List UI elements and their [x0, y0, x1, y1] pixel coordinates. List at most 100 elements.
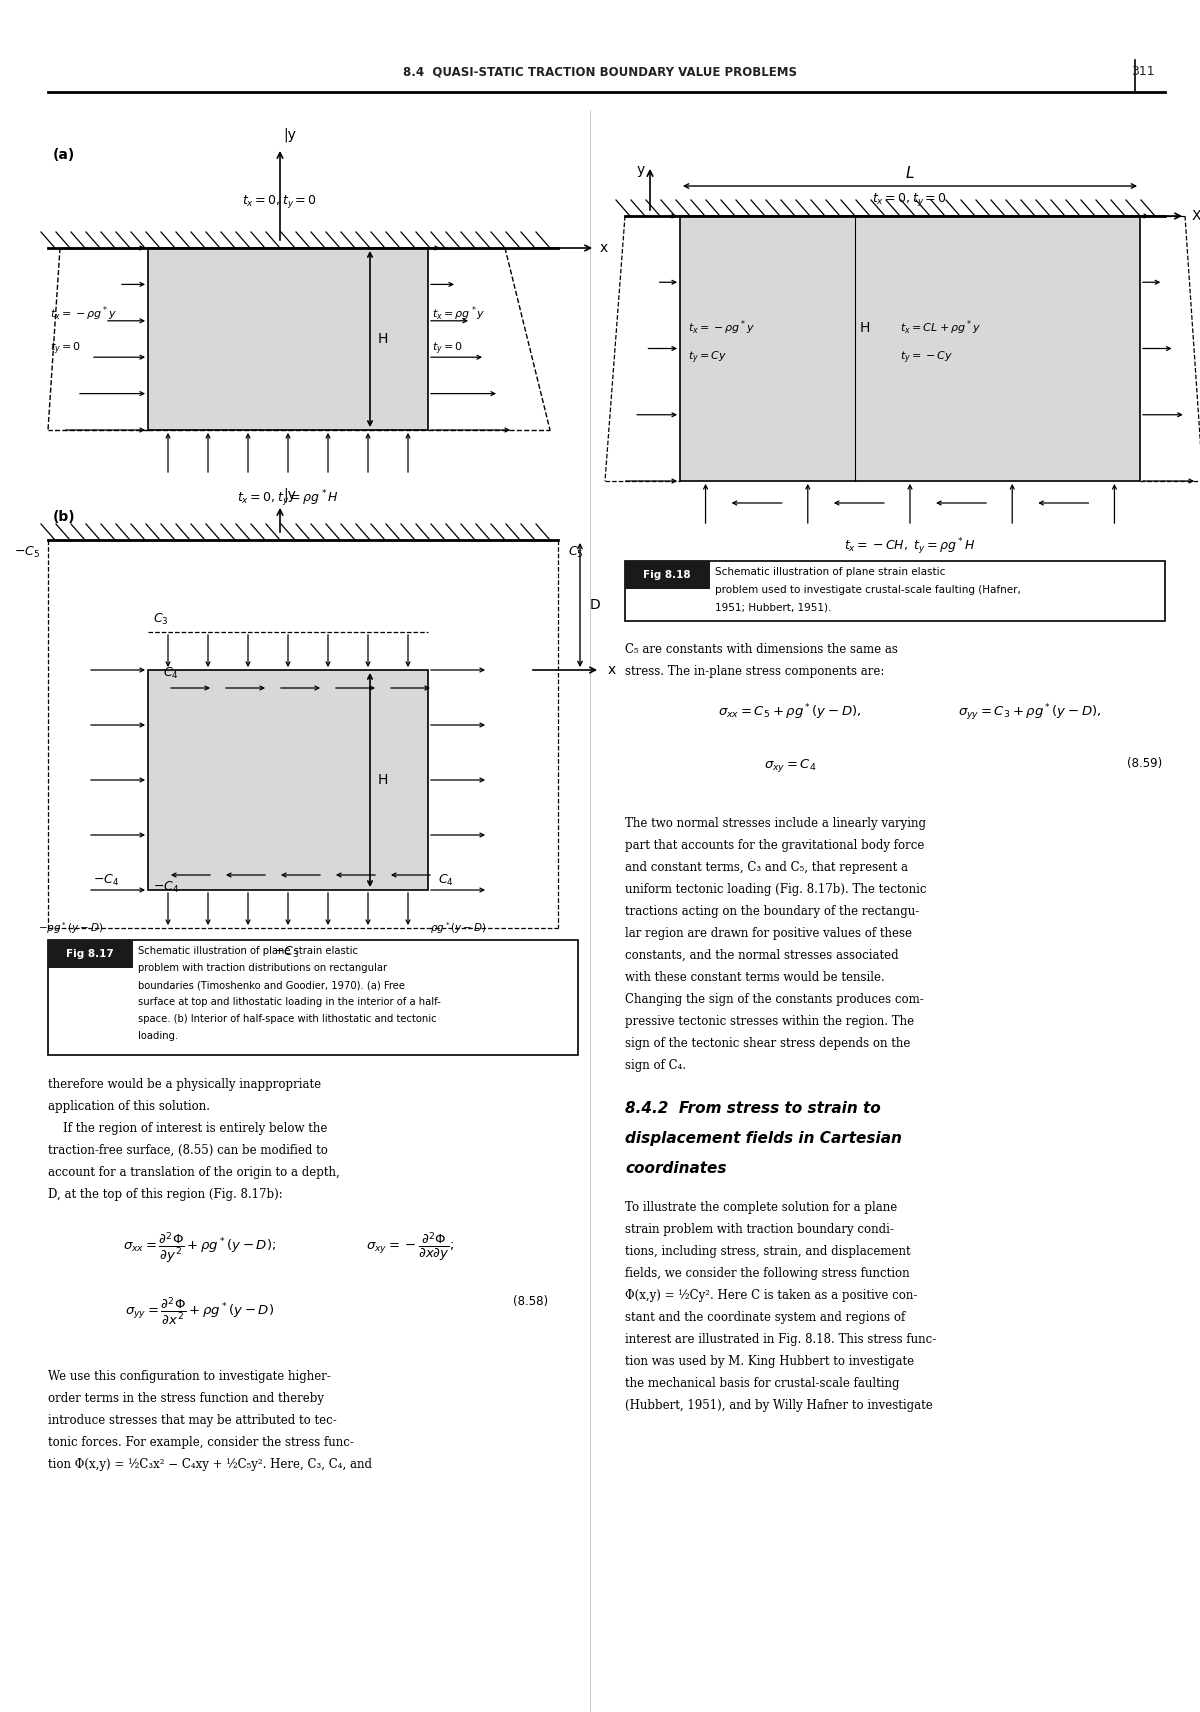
- Text: $C_4$: $C_4$: [163, 666, 179, 681]
- Text: pressive tectonic stresses within the region. The: pressive tectonic stresses within the re…: [625, 1015, 914, 1027]
- Text: tion Φ(x,y) = ½C₃x² − C₄xy + ½C₅y². Here, C₃, C₄, and: tion Φ(x,y) = ½C₃x² − C₄xy + ½C₅y². Here…: [48, 1459, 372, 1471]
- Text: $\rho g^*(y-D)$: $\rho g^*(y-D)$: [430, 919, 486, 936]
- Text: y: y: [637, 163, 646, 176]
- Text: tions, including stress, strain, and displacement: tions, including stress, strain, and dis…: [625, 1245, 911, 1258]
- Text: $t_y=-Cy$: $t_y=-Cy$: [900, 349, 953, 366]
- Text: uniform tectonic loading (Fig. 8.17b). The tectonic: uniform tectonic loading (Fig. 8.17b). T…: [625, 883, 926, 895]
- Text: 8.4  QUASI-STATIC TRACTION BOUNDARY VALUE PROBLEMS: 8.4 QUASI-STATIC TRACTION BOUNDARY VALUE…: [403, 65, 797, 79]
- Text: 1951; Hubbert, 1951).: 1951; Hubbert, 1951).: [715, 603, 832, 613]
- Text: therefore would be a physically inappropriate: therefore would be a physically inapprop…: [48, 1079, 322, 1091]
- Text: displacement fields in Cartesian: displacement fields in Cartesian: [625, 1132, 902, 1145]
- Text: If the region of interest is entirely below the: If the region of interest is entirely be…: [48, 1121, 328, 1135]
- Text: the mechanical basis for crustal-scale faulting: the mechanical basis for crustal-scale f…: [625, 1376, 900, 1390]
- Text: Φ(x,y) = ½Cy². Here C is taken as a positive con-: Φ(x,y) = ½Cy². Here C is taken as a posi…: [625, 1289, 917, 1303]
- Text: order terms in the stress function and thereby: order terms in the stress function and t…: [48, 1392, 324, 1406]
- Text: tonic forces. For example, consider the stress func-: tonic forces. For example, consider the …: [48, 1436, 354, 1448]
- Text: $-C_4$: $-C_4$: [94, 873, 119, 887]
- Text: $t_x=-CH,\ t_y=\rho g^*H$: $t_x=-CH,\ t_y=\rho g^*H$: [845, 536, 976, 556]
- Text: D, at the top of this region (Fig. 8.17b):: D, at the top of this region (Fig. 8.17b…: [48, 1188, 283, 1202]
- Text: x: x: [600, 241, 608, 255]
- Text: $t_x=0, t_y=\rho g^*H$: $t_x=0, t_y=\rho g^*H$: [238, 488, 338, 508]
- Bar: [48, 940, 133, 967]
- Text: traction-free surface, (8.55) can be modified to: traction-free surface, (8.55) can be mod…: [48, 1144, 328, 1157]
- Text: (Hubbert, 1951), and by Willy Hafner to investigate: (Hubbert, 1951), and by Willy Hafner to …: [625, 1399, 932, 1412]
- Text: Fig 8.17: Fig 8.17: [66, 948, 114, 959]
- Text: x: x: [608, 663, 617, 676]
- Text: Fig 8.18: Fig 8.18: [643, 570, 691, 580]
- Text: 311: 311: [1132, 65, 1154, 79]
- Text: Changing the sign of the constants produces com-: Changing the sign of the constants produ…: [625, 993, 924, 1007]
- Text: $C_5$: $C_5$: [568, 544, 583, 560]
- Text: D: D: [590, 597, 601, 611]
- Text: $\sigma_{xx}=C_5+\rho g^*(y-D),$: $\sigma_{xx}=C_5+\rho g^*(y-D),$: [719, 702, 862, 721]
- Text: surface at top and lithostatic loading in the interior of a half-: surface at top and lithostatic loading i…: [138, 996, 440, 1007]
- Text: To illustrate the complete solution for a plane: To illustrate the complete solution for …: [625, 1202, 898, 1214]
- Text: $t_x=CL+\rho g^*y$: $t_x=CL+\rho g^*y$: [900, 318, 982, 337]
- Text: $\sigma_{xy}=C_4$: $\sigma_{xy}=C_4$: [763, 757, 816, 774]
- Text: The two normal stresses include a linearly varying: The two normal stresses include a linear…: [625, 817, 926, 830]
- Text: H: H: [378, 774, 389, 788]
- Text: $-C_4$: $-C_4$: [154, 880, 179, 895]
- Text: $C_4$: $C_4$: [438, 873, 454, 887]
- Text: X: X: [1192, 209, 1200, 223]
- Text: $-C_3$: $-C_3$: [274, 945, 299, 960]
- Text: boundaries (Timoshenko and Goodier, 1970). (a) Free: boundaries (Timoshenko and Goodier, 1970…: [138, 979, 406, 990]
- Text: $\sigma_{yy}=\dfrac{\partial^2\Phi}{\partial x^2}+\rho g^*(y-D)$: $\sigma_{yy}=\dfrac{\partial^2\Phi}{\par…: [126, 1294, 275, 1327]
- Text: (8.58): (8.58): [512, 1294, 548, 1308]
- Text: $t_y=0$: $t_y=0$: [432, 341, 463, 358]
- Text: C₅ are constants with dimensions the same as: C₅ are constants with dimensions the sam…: [625, 644, 898, 656]
- Text: coordinates: coordinates: [625, 1161, 726, 1176]
- Text: problem with traction distributions on rectangular: problem with traction distributions on r…: [138, 964, 388, 972]
- Text: application of this solution.: application of this solution.: [48, 1101, 210, 1113]
- Text: $\sigma_{yy}=C_3+\rho g^*(y-D),$: $\sigma_{yy}=C_3+\rho g^*(y-D),$: [959, 702, 1102, 722]
- Text: $t_x=-\rho g^*y$: $t_x=-\rho g^*y$: [688, 318, 755, 337]
- Text: 8.4.2  From stress to strain to: 8.4.2 From stress to strain to: [625, 1101, 881, 1116]
- Bar: [48, 940, 578, 1055]
- Text: part that accounts for the gravitational body force: part that accounts for the gravitational…: [625, 839, 924, 853]
- Text: with these constant terms would be tensile.: with these constant terms would be tensi…: [625, 971, 884, 984]
- Text: $t_x=0, t_y=0$: $t_x=0, t_y=0$: [872, 192, 948, 207]
- Text: introduce stresses that may be attributed to tec-: introduce stresses that may be attribute…: [48, 1414, 337, 1428]
- Text: sign of the tectonic shear stress depends on the: sign of the tectonic shear stress depend…: [625, 1037, 911, 1049]
- Text: $\sigma_{xy}=-\dfrac{\partial^2\Phi}{\partial x\partial y};$: $\sigma_{xy}=-\dfrac{\partial^2\Phi}{\pa…: [366, 1229, 454, 1263]
- Text: lar region are drawn for positive values of these: lar region are drawn for positive values…: [625, 926, 912, 940]
- Text: L: L: [906, 166, 914, 181]
- Bar: [680, 216, 1140, 481]
- Text: stress. The in-plane stress components are:: stress. The in-plane stress components a…: [625, 664, 884, 678]
- Text: H: H: [860, 322, 870, 336]
- Text: and constant terms, C₃ and C₅, that represent a: and constant terms, C₃ and C₅, that repr…: [625, 861, 908, 875]
- Text: tractions acting on the boundary of the rectangu-: tractions acting on the boundary of the …: [625, 906, 919, 918]
- Text: $t_y=Cy$: $t_y=Cy$: [688, 349, 727, 366]
- Text: $t_y=0$: $t_y=0$: [50, 341, 82, 358]
- Bar: [148, 248, 428, 430]
- Text: H: H: [378, 332, 389, 346]
- Text: sign of C₄.: sign of C₄.: [625, 1060, 686, 1072]
- Text: $-\rho g^*(y-D)$: $-\rho g^*(y-D)$: [38, 919, 103, 936]
- Text: loading.: loading.: [138, 1031, 179, 1041]
- Text: problem used to investigate crustal-scale faulting (Hafner,: problem used to investigate crustal-scal…: [715, 586, 1021, 596]
- Text: stant and the coordinate system and regions of: stant and the coordinate system and regi…: [625, 1311, 905, 1323]
- Text: |y: |y: [283, 127, 296, 142]
- Text: $t_x=\rho g^*y$: $t_x=\rho g^*y$: [432, 305, 486, 324]
- Text: space. (b) Interior of half-space with lithostatic and tectonic: space. (b) Interior of half-space with l…: [138, 1014, 437, 1024]
- Bar: [625, 562, 710, 589]
- Text: $-C_5$: $-C_5$: [14, 544, 40, 560]
- Bar: [148, 669, 428, 890]
- Text: $C_3$: $C_3$: [154, 611, 169, 627]
- Text: strain problem with traction boundary condi-: strain problem with traction boundary co…: [625, 1222, 894, 1236]
- Text: constants, and the normal stresses associated: constants, and the normal stresses assoc…: [625, 948, 899, 962]
- Text: tion was used by M. King Hubbert to investigate: tion was used by M. King Hubbert to inve…: [625, 1354, 914, 1368]
- Text: |y: |y: [283, 488, 296, 502]
- Text: $t_x=-\rho g^*y$: $t_x=-\rho g^*y$: [50, 305, 118, 324]
- Text: Schematic illustration of plane strain elastic: Schematic illustration of plane strain e…: [715, 567, 946, 577]
- Bar: [625, 562, 1165, 621]
- Text: (8.59): (8.59): [1127, 757, 1162, 770]
- Text: interest are illustrated in Fig. 8.18. This stress func-: interest are illustrated in Fig. 8.18. T…: [625, 1334, 936, 1346]
- Text: fields, we consider the following stress function: fields, we consider the following stress…: [625, 1267, 910, 1281]
- Text: (a): (a): [53, 147, 76, 163]
- Text: $t_x=0, t_y=0$: $t_x=0, t_y=0$: [242, 193, 318, 211]
- Text: (b): (b): [53, 510, 76, 524]
- Text: $\sigma_{xx}=\dfrac{\partial^2\Phi}{\partial y^2}+\rho g^*(y-D);$: $\sigma_{xx}=\dfrac{\partial^2\Phi}{\par…: [124, 1229, 276, 1265]
- Text: We use this configuration to investigate higher-: We use this configuration to investigate…: [48, 1370, 331, 1383]
- Text: account for a translation of the origin to a depth,: account for a translation of the origin …: [48, 1166, 340, 1180]
